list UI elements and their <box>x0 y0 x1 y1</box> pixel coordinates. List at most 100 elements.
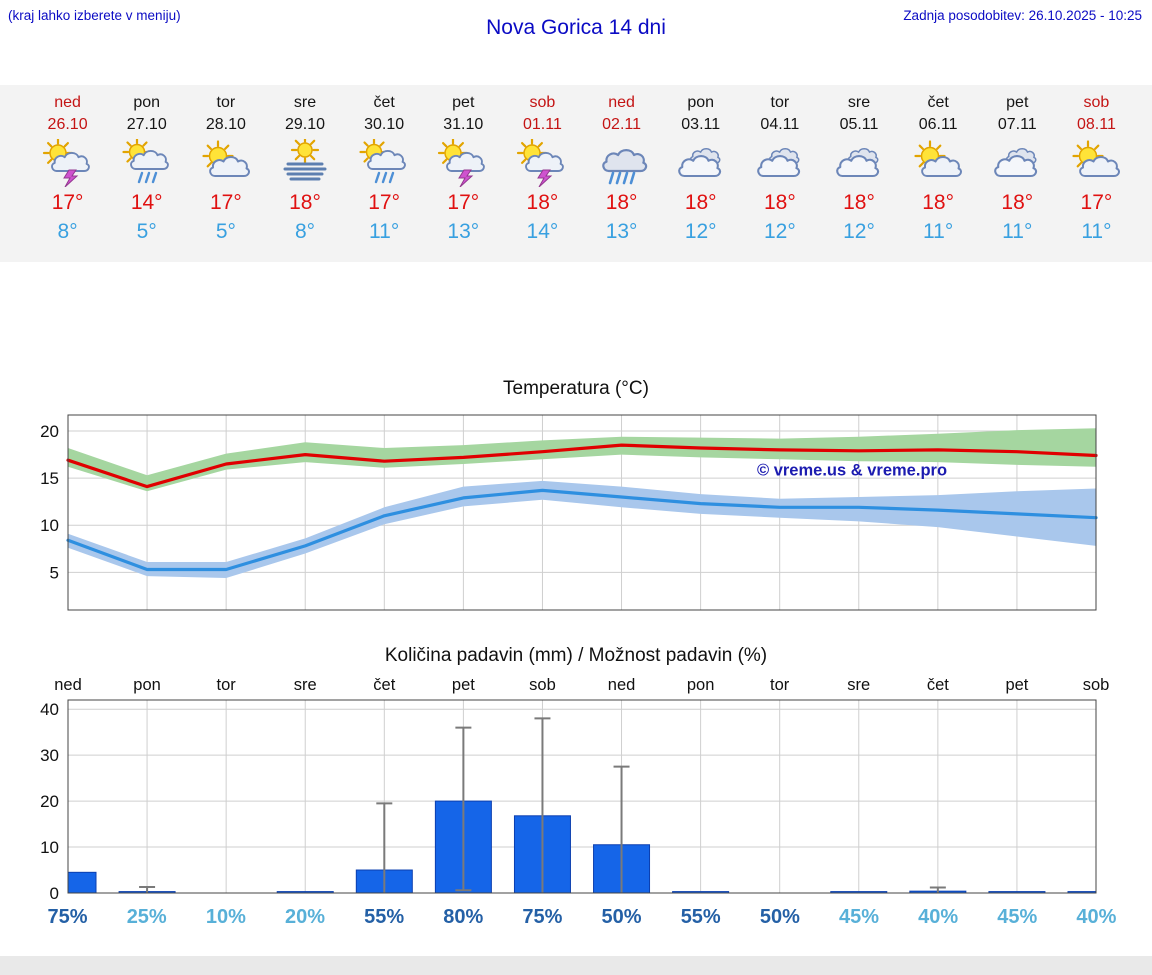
y-axis-tick-label: 30 <box>40 746 59 765</box>
temperature-chart: 5 10 15 20 © vreme.us & vreme.pro <box>40 414 1098 611</box>
day-name: sre <box>847 94 871 111</box>
precip-probability: 10% <box>205 906 246 928</box>
day-label: pet <box>1005 676 1028 694</box>
day-name: pon <box>687 94 715 111</box>
sun-rain-icon <box>359 137 407 184</box>
day-date: 01.11 <box>522 116 562 133</box>
weather-icon <box>431 137 495 188</box>
cloud-rain-icon <box>601 149 647 185</box>
min-temperature: 8° <box>57 220 78 243</box>
day-name: sre <box>293 94 317 111</box>
max-temperature: 18° <box>526 191 559 214</box>
day-date: 08.11 <box>1076 116 1116 133</box>
weather-icon <box>273 135 337 187</box>
max-temperature: 18° <box>289 191 321 214</box>
precip-probability: 75% <box>47 906 88 928</box>
precip-probability-row: 75% 25% 10% 20% 55% 80% 75% 50% 55% 50% 45% 40% 45% 4… <box>28 902 1136 932</box>
weather-icon <box>194 139 258 187</box>
precipitation-chart: 0 10 20 30 40 ned pon tor sre čet pet sob ned pon tor s… <box>40 676 1109 903</box>
day-label: pon <box>687 676 715 694</box>
copyright-watermark[interactable]: © vreme.us & vreme.pro <box>757 461 947 479</box>
temperature-chart-title: Temperatura (°C) <box>503 378 649 399</box>
precip-probability: 75% <box>522 906 563 928</box>
max-temperature: 14° <box>130 191 163 214</box>
min-temperature: 12° <box>843 220 875 243</box>
weather-icon <box>669 139 733 187</box>
precip-probability: 55% <box>364 906 405 928</box>
day-date: 31.10 <box>443 116 484 133</box>
max-temperature: 18° <box>922 191 955 214</box>
day-date: 28.10 <box>205 116 246 133</box>
forecast-day: pet 07.11 18° 11° <box>978 85 1057 262</box>
day-date: 03.11 <box>681 116 721 133</box>
precip-probability: 40% <box>918 906 959 928</box>
forecast-days-grid: ned 26.10 17° 8° pon 27.10 14° 5° tor 28.10 17° 5° s… <box>28 85 1136 262</box>
max-temperature: 18° <box>843 191 875 214</box>
max-temperature: 17° <box>368 191 401 214</box>
precip-probability: 50% <box>601 906 642 928</box>
forecast-day: pet 31.10 17° 13° <box>424 85 503 262</box>
day-name: tor <box>770 94 790 111</box>
min-temperature: 14° <box>526 220 559 243</box>
min-temperature: 12° <box>684 220 717 243</box>
sun-storm-icon <box>42 137 90 188</box>
footer-bar <box>0 956 1152 975</box>
max-temperature: 17° <box>447 191 480 214</box>
day-label: čet <box>927 676 949 694</box>
forecast-day: pon 03.11 18° 12° <box>661 85 740 262</box>
max-temperature: 18° <box>1001 191 1034 214</box>
day-date: 29.10 <box>284 116 326 133</box>
cloudy-icon <box>677 148 721 178</box>
weather-icon <box>748 139 812 187</box>
max-temperature: 18° <box>684 191 717 214</box>
y-axis-tick-label: 10 <box>40 838 59 857</box>
precip-probability: 80% <box>443 906 484 928</box>
day-name: čet <box>373 94 395 111</box>
forecast-day: čet 06.11 18° 11° <box>899 85 978 262</box>
precip-probability: 55% <box>680 906 721 928</box>
min-temperature: 11° <box>923 220 954 243</box>
day-name: tor <box>216 94 236 111</box>
sun-cloud-icon <box>202 140 250 177</box>
last-updated: Zadnja posodobitev: 26.10.2025 - 10:25 <box>903 8 1142 23</box>
day-label: tor <box>217 676 237 694</box>
fog-icon <box>283 135 327 181</box>
min-temperature: 5° <box>136 220 157 243</box>
plot-frame <box>67 699 1097 894</box>
day-name: ned <box>54 94 81 111</box>
day-name: pet <box>452 94 475 111</box>
max-temperature-line <box>66 443 1098 489</box>
day-label: ned <box>608 676 636 694</box>
precip-probability: 45% <box>838 906 879 928</box>
forecast-day: pon 27.10 14° 5° <box>107 85 186 262</box>
day-name: čet <box>927 94 949 111</box>
precip-probability: 50% <box>759 906 800 928</box>
y-axis-tick-label: 20 <box>40 792 59 811</box>
min-temperature: 12° <box>763 220 796 243</box>
page-title: Nova Gorica 14 dni <box>486 16 666 39</box>
max-range-band <box>68 428 1096 492</box>
y-axis-tick-label: 10 <box>40 516 59 535</box>
plot-frame <box>67 414 1097 611</box>
day-date: 05.11 <box>839 116 879 133</box>
sun-storm-icon <box>438 137 486 188</box>
min-temperature: 11° <box>1002 220 1033 243</box>
precip-probability: 45% <box>997 906 1038 928</box>
min-temperature: 11° <box>369 220 400 243</box>
weather-icon <box>352 137 416 187</box>
min-temperature: 13° <box>605 220 638 243</box>
weather-icon <box>510 137 574 188</box>
y-axis-tick-label: 20 <box>40 422 59 441</box>
max-temperature: 18° <box>605 191 638 214</box>
day-name: pon <box>133 94 161 111</box>
day-name: sob <box>1083 94 1110 111</box>
weather-icon <box>36 137 100 188</box>
weather-icon <box>985 139 1049 187</box>
day-label: tor <box>770 676 790 694</box>
max-temperature: 18° <box>763 191 796 214</box>
precip-probability: 20% <box>284 906 325 928</box>
forecast-day: sob 08.11 17° 11° <box>1057 85 1136 262</box>
plot-background <box>68 700 1096 893</box>
day-date: 02.11 <box>602 116 641 133</box>
